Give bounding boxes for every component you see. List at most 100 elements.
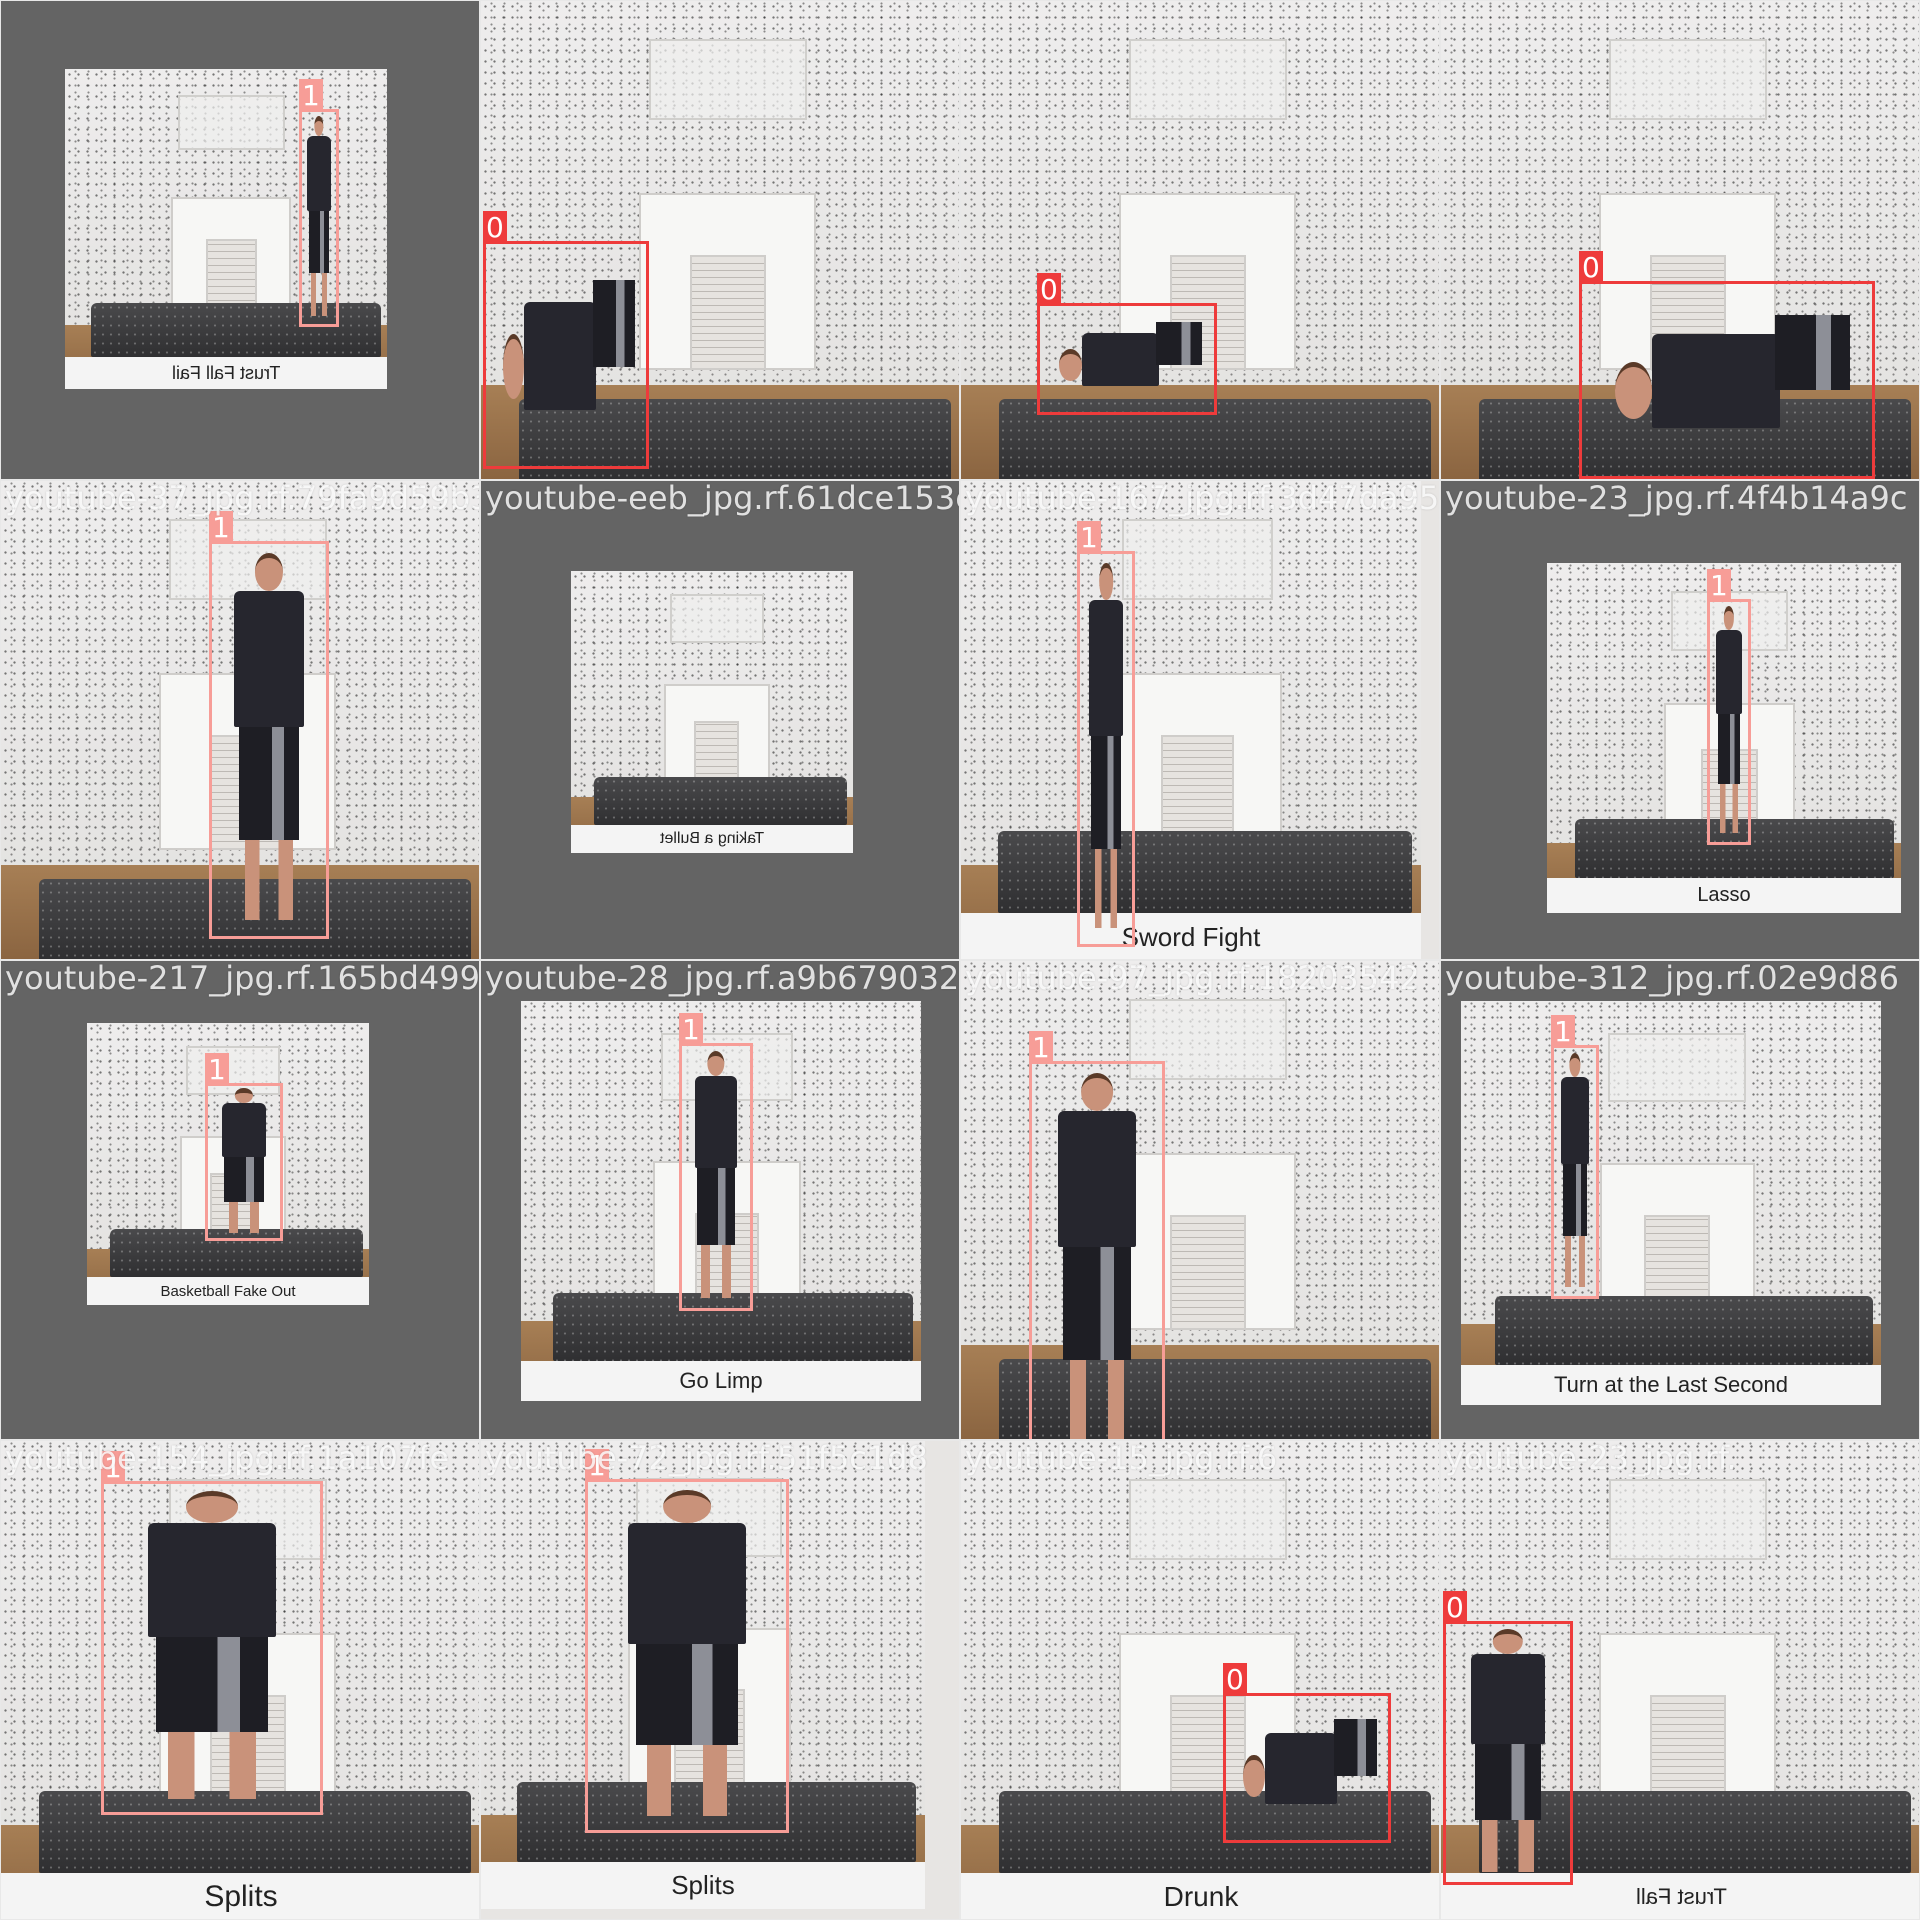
bounding-box: 0: [1579, 251, 1875, 479]
photo-scene: Trust Fall Fail: [65, 69, 387, 389]
caption-text: Turn at the Last Second: [1554, 1372, 1788, 1397]
mosaic-tile: Basketball Fake Out 1 youtube-217_jpg.rf.1…: [0, 960, 480, 1440]
wall-frame: [1609, 1479, 1767, 1561]
person-torso: [1081, 332, 1160, 387]
person-figure: [491, 248, 640, 465]
person-head: [707, 1051, 725, 1077]
image-filename: youtube-167_jpg.rf.3d47da950d8a9825291c3: [965, 480, 1440, 517]
wall-frame: [669, 593, 764, 643]
fireplace-opening: [1161, 735, 1235, 848]
person-torso: [221, 1102, 267, 1157]
gym-mat: [1494, 1296, 1873, 1365]
mosaic-tile: 0: [480, 0, 960, 480]
image-filename: youtube-37_jpg.rf.79fa9d59b351123f1e08da: [5, 480, 479, 517]
bounding-box: 1: [585, 1449, 789, 1833]
image-filename: youtube-28_jpg.rf.a9b679032005969c44: [485, 960, 960, 997]
person-head: [663, 1489, 711, 1524]
image-filename: youtube-217_jpg.rf.165bd4991ab60995: [5, 960, 480, 997]
person-head: [1058, 348, 1082, 381]
caption-text: Basketball Fake Out: [160, 1282, 296, 1300]
person-figure: [1231, 1698, 1382, 1841]
bounding-box: 1: [209, 511, 329, 939]
gym-mat: [593, 777, 848, 825]
person-torso: [1264, 1733, 1338, 1805]
person-legs: [1562, 1163, 1588, 1236]
class-label: 1: [1551, 1015, 1575, 1048]
person-legs: [238, 726, 300, 841]
caption-text: Taking a Bullet: [659, 830, 765, 847]
bounding-box: 1: [205, 1053, 283, 1241]
person-head: [1569, 1052, 1581, 1077]
video-caption: Trust Fall Fail: [65, 357, 387, 389]
mosaic-tile: Lasso 1 youtube-23_jpg.rf.4f4b14a9c: [1440, 480, 1920, 960]
person-torso: [1470, 1653, 1546, 1745]
fireplace: [171, 197, 292, 317]
person-figure: [215, 552, 323, 931]
mosaic-tile: Go Limp 1 youtube-28_jpg.rf.a9b67903200596…: [480, 960, 960, 1440]
bounding-box: 0: [1443, 1591, 1573, 1885]
fireplace-opening: [1169, 1695, 1246, 1808]
caption-text: Lasso: [1697, 884, 1751, 906]
person-shins: [311, 272, 327, 317]
person-legs: [697, 1168, 735, 1245]
mosaic-tile: Taking a Bullet youtube-eeb_jpg.rf.61dce1…: [480, 480, 960, 960]
wall-frame: [177, 94, 285, 150]
caption-text: Trust Fall Fail: [171, 362, 281, 383]
person-figure: [595, 1489, 779, 1826]
class-label: 0: [1579, 251, 1603, 284]
person-figure: [112, 1491, 312, 1808]
person-head: [314, 115, 324, 137]
person-torso: [1561, 1076, 1589, 1164]
person-torso: [234, 590, 304, 727]
person-legs: [1774, 315, 1850, 391]
caption-text: Splits: [204, 1880, 278, 1913]
gym-mat: [553, 1293, 913, 1361]
class-label: 1: [299, 79, 323, 112]
person-head: [234, 1087, 254, 1103]
mosaic-tile: Trust Fall Fail 1: [0, 0, 480, 480]
person-figure: [1450, 1628, 1567, 1880]
class-label: 1: [205, 1053, 229, 1086]
image-filename: youtube-97_jpg.rf.18203542: [965, 960, 1420, 997]
video-caption: Trust Fall: [1441, 1873, 1919, 1919]
bounding-box: 1: [679, 1013, 753, 1311]
person-legs: [1475, 1744, 1541, 1820]
person-figure: [1036, 1072, 1158, 1439]
gym-mat: [39, 1791, 472, 1873]
wall-frame: [1122, 519, 1274, 601]
person-torso: [694, 1076, 738, 1169]
video-caption: Go Limp: [521, 1361, 921, 1401]
person-figure: [1594, 287, 1860, 475]
class-label: 1: [209, 511, 233, 544]
mosaic-tile: Sword Fight 1 youtube-167_jpg.rf.3d47da950…: [960, 480, 1440, 960]
person-torso: [524, 301, 596, 411]
person-legs: [308, 210, 330, 273]
bounding-box: 1: [1551, 1015, 1599, 1299]
class-label: 1: [1707, 569, 1731, 602]
person-shins: [245, 840, 293, 920]
video-caption: Taking a Bullet: [571, 825, 853, 853]
fireplace-opening: [694, 721, 740, 788]
image-filename: youtube-eeb_jpg.rf.61dce153e3972b476075: [485, 480, 959, 517]
photo-scene: Turn at the Last Second: [1461, 1001, 1881, 1405]
person-shins: [168, 1732, 256, 1799]
photo-scene: Drunk: [961, 1441, 1439, 1919]
mosaic-tile: 0: [1440, 0, 1920, 480]
class-label: 0: [1223, 1663, 1247, 1696]
gym-mat: [90, 302, 381, 357]
person-legs: [1717, 713, 1741, 784]
person-head: [503, 334, 525, 400]
bounding-box: 1: [299, 79, 339, 327]
bounding-box: 1: [1077, 521, 1135, 947]
person-figure: [683, 1051, 750, 1306]
person-shins: [1482, 1819, 1534, 1873]
person-torso: [1652, 333, 1781, 428]
person-head: [186, 1491, 238, 1523]
person-head: [1081, 1072, 1113, 1111]
mosaic-tile: Splits 1 youtube-154_jpg.rf.1a107fe: [0, 1440, 480, 1920]
mosaic-tile: 0: [960, 0, 1440, 480]
class-label: 1: [1077, 521, 1101, 554]
fireplace-opening: [689, 255, 766, 368]
person-shins: [1094, 848, 1118, 928]
